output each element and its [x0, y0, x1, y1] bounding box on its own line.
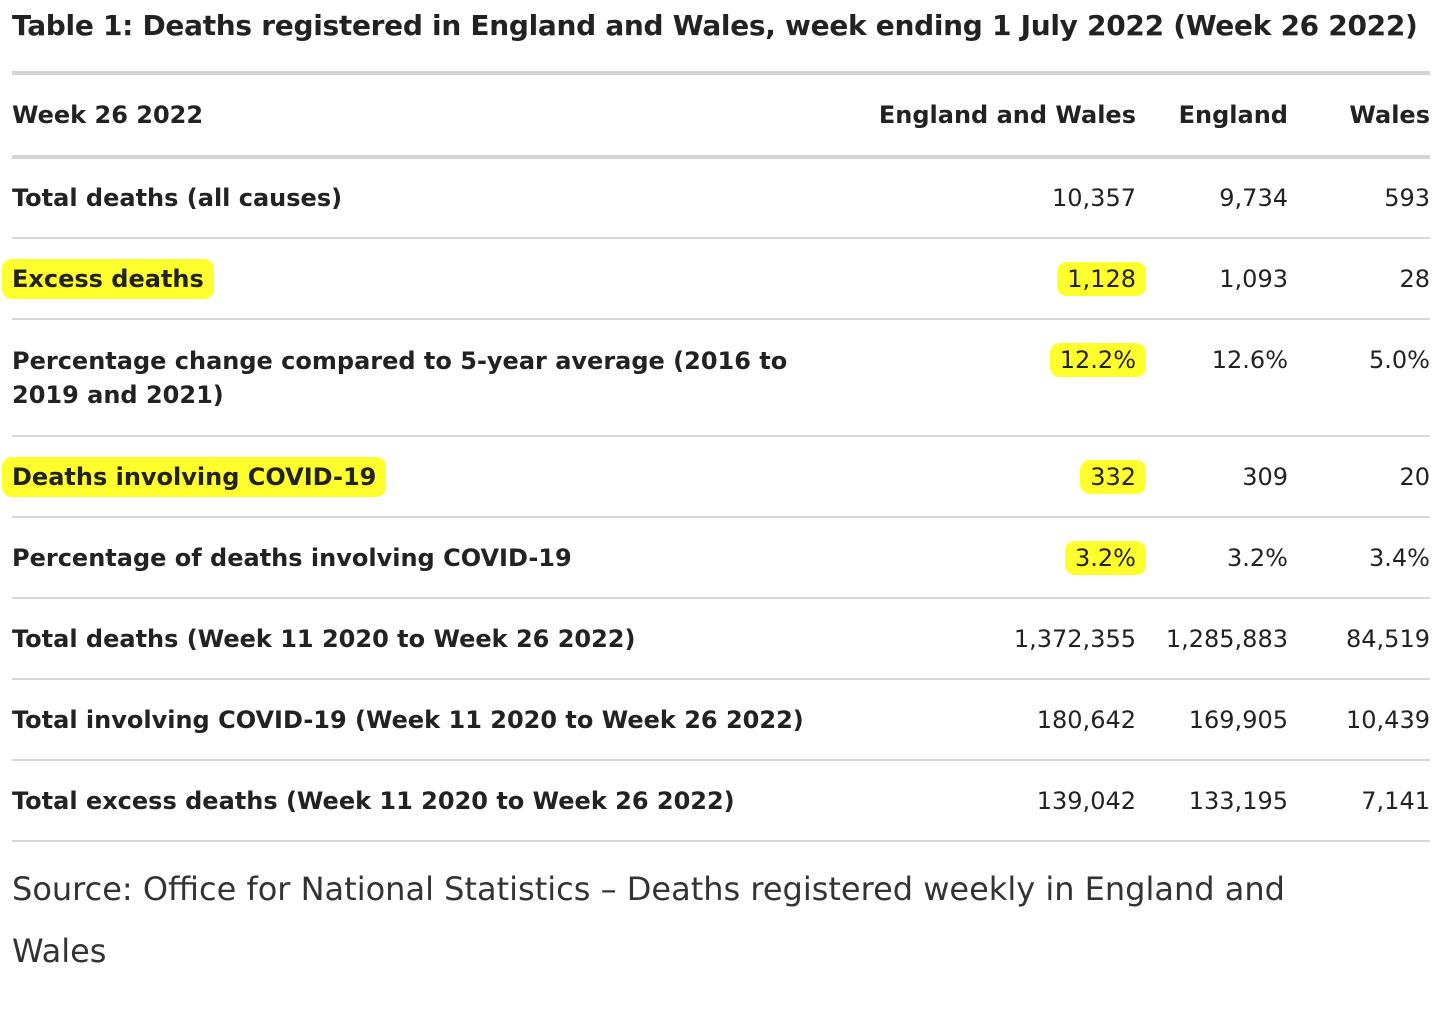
cell-value: 10,357 [1052, 184, 1136, 212]
table-row: Percentage of deaths involving COVID-19 … [12, 517, 1430, 598]
row-label: Total deaths (all causes) [12, 157, 864, 238]
highlighted-row-label: Excess deaths [2, 258, 214, 299]
cell-england: 1,093 [1219, 264, 1288, 293]
cell-wales: 7,141 [1361, 786, 1430, 815]
highlighted-row-label: Deaths involving COVID-19 [2, 456, 387, 497]
table-row: Total deaths (all causes) 10,357 9,734 5… [12, 157, 1430, 238]
table-row: Excess deaths 1,128 1,093 28 [2, 238, 1430, 319]
header-wales: Wales [1349, 101, 1430, 129]
table-row: Total involving COVID-19 (Week 11 2020 t… [12, 679, 1430, 760]
table-header-row: Week 26 2022 England and Wales England W… [12, 73, 1430, 157]
highlighted-cell-value: 1,128 [1057, 261, 1146, 296]
table-row: Percentage change compared to 5-year ave… [12, 319, 1430, 436]
cell-england: 169,905 [1188, 705, 1288, 734]
row-label-text: Total deaths (all causes) [12, 184, 343, 212]
table-row: Total excess deaths (Week 11 2020 to Wee… [12, 760, 1430, 841]
source-note: Source: Office for National Statistics –… [12, 870, 1285, 970]
cell-england: 3.2% [1227, 543, 1288, 572]
highlighted-cell-value: 3.2% [1065, 540, 1146, 575]
deaths-table: Week 26 2022 England and Wales England W… [2, 71, 1430, 842]
cell-england: 9,734 [1219, 184, 1288, 212]
row-label: Total excess deaths (Week 11 2020 to Wee… [12, 760, 864, 841]
row-label-text: Total excess deaths (Week 11 2020 to Wee… [12, 786, 735, 815]
highlighted-cell-value: 12.2% [1049, 343, 1146, 377]
cell-value: 180,642 [1036, 705, 1136, 734]
cell-england-and-wales: 180,642 [864, 679, 1136, 760]
cell-wales: 10,439 [1346, 705, 1430, 734]
cell-england-and-wales: 332 [864, 436, 1146, 517]
highlighted-cell-value: 332 [1080, 459, 1146, 494]
row-label: Percentage change compared to 5-year ave… [12, 319, 864, 436]
cell-england: 133,195 [1188, 786, 1288, 815]
row-label: Percentage of deaths involving COVID-19 [12, 517, 864, 598]
cell-value: 139,042 [1036, 786, 1136, 815]
header-england: England [1178, 101, 1288, 129]
row-label: Total deaths (Week 11 2020 to Week 26 20… [12, 598, 864, 679]
header-week: Week 26 2022 [12, 101, 204, 129]
cell-wales: 5.0% [1369, 346, 1430, 374]
table-row: Deaths involving COVID-19 332 309 20 [2, 436, 1430, 517]
row-label-text: Percentage change compared to 5-year ave… [12, 346, 788, 409]
cell-wales: 3.4% [1369, 543, 1430, 572]
cell-england-and-wales: 10,357 [864, 157, 1136, 238]
cell-england: 309 [1242, 462, 1288, 491]
cell-england: 1,285,883 [1165, 624, 1288, 653]
cell-wales: 28 [1399, 264, 1430, 293]
cell-england-and-wales: 139,042 [864, 760, 1136, 841]
header-england-and-wales: England and Wales [878, 101, 1136, 129]
cell-wales: 84,519 [1346, 624, 1430, 653]
cell-england-and-wales: 1,372,355 [864, 598, 1136, 679]
row-label: Excess deaths [2, 238, 864, 319]
cell-england-and-wales: 1,128 [864, 238, 1146, 319]
cell-value: 1,372,355 [1013, 624, 1136, 653]
cell-england-and-wales: 3.2% [864, 517, 1146, 598]
row-label: Deaths involving COVID-19 [2, 436, 864, 517]
cell-england-and-wales: 12.2% [864, 319, 1146, 436]
row-label-text: Total deaths (Week 11 2020 to Week 26 20… [12, 624, 636, 653]
table-title: Table 1: Deaths registered in England an… [12, 9, 1418, 42]
row-label-text: Total involving COVID-19 (Week 11 2020 t… [12, 705, 804, 734]
row-label: Total involving COVID-19 (Week 11 2020 t… [12, 679, 864, 760]
row-label-text: Percentage of deaths involving COVID-19 [12, 543, 572, 572]
cell-wales: 20 [1399, 462, 1430, 491]
cell-wales: 593 [1384, 184, 1430, 212]
table-row: Total deaths (Week 11 2020 to Week 26 20… [12, 598, 1430, 679]
cell-england: 12.6% [1211, 346, 1288, 374]
